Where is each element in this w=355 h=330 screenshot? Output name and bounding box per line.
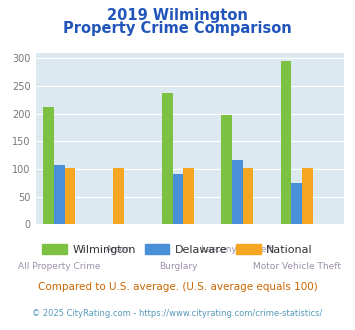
Bar <box>54 165 65 224</box>
Text: Larceny & Theft: Larceny & Theft <box>201 245 273 254</box>
Text: Property Crime Comparison: Property Crime Comparison <box>63 21 292 36</box>
Text: © 2025 CityRating.com - https://www.cityrating.com/crime-statistics/: © 2025 CityRating.com - https://www.city… <box>32 309 323 317</box>
Text: 2019 Wilmington: 2019 Wilmington <box>107 8 248 23</box>
Text: Compared to U.S. average. (U.S. average equals 100): Compared to U.S. average. (U.S. average … <box>38 282 317 292</box>
Bar <box>243 168 253 224</box>
Text: Burglary: Burglary <box>159 262 197 271</box>
Bar <box>65 168 75 224</box>
Bar <box>281 61 291 224</box>
Bar <box>232 160 243 224</box>
Text: Arson: Arson <box>106 245 131 254</box>
Bar <box>173 174 184 224</box>
Bar <box>222 115 232 224</box>
Text: All Property Crime: All Property Crime <box>18 262 100 271</box>
Bar <box>43 107 54 224</box>
Bar <box>302 168 313 224</box>
Legend: Wilmington, Delaware, National: Wilmington, Delaware, National <box>38 240 317 259</box>
Bar <box>184 168 194 224</box>
Bar <box>291 183 302 224</box>
Bar <box>162 93 173 224</box>
Text: Motor Vehicle Theft: Motor Vehicle Theft <box>253 262 341 271</box>
Bar <box>113 168 124 224</box>
